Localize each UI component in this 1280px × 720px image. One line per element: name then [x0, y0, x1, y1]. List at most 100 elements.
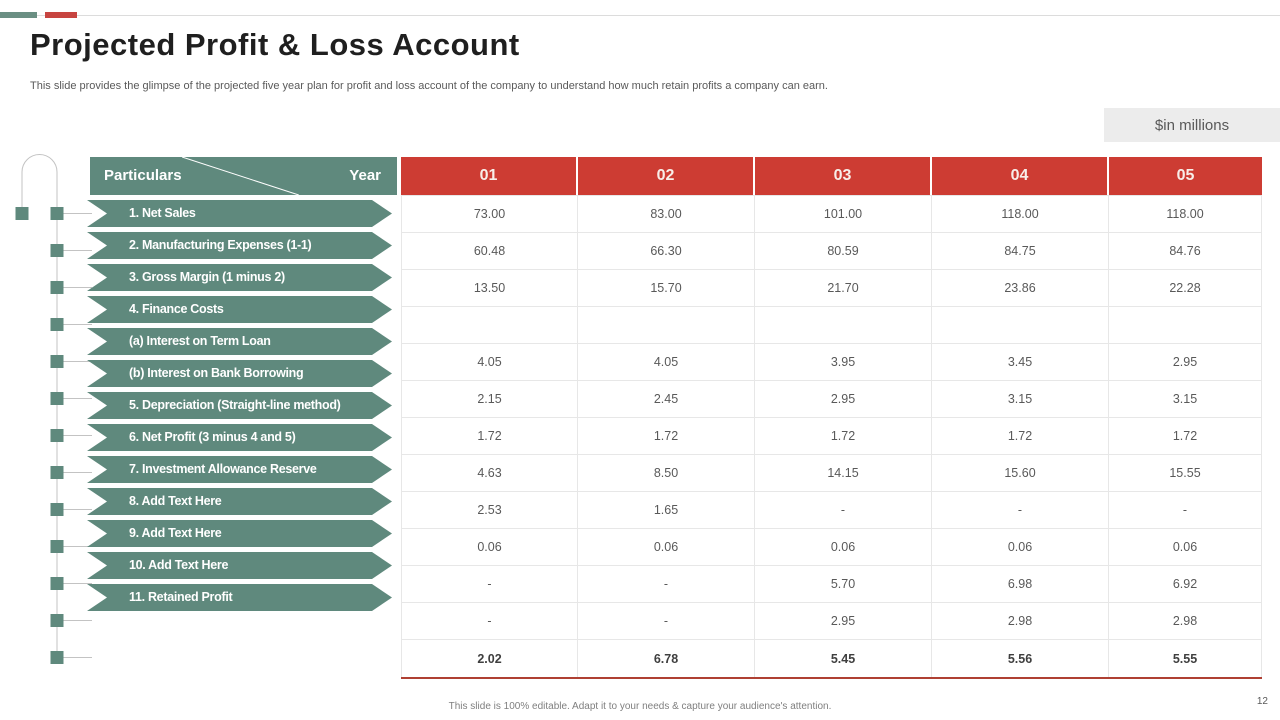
connector-square [50, 577, 64, 590]
connector-square [50, 355, 64, 368]
table-cell: 5.55 [1109, 640, 1262, 677]
rail-squares [50, 207, 64, 664]
table-row [401, 307, 1262, 344]
connector-rail [15, 154, 92, 664]
year-column-header: 01 [401, 157, 578, 195]
connector-square [50, 244, 64, 257]
row-label-arrow: 11. Retained Profit [87, 584, 392, 611]
table-cell: 15.55 [1109, 455, 1262, 491]
table-cell: - [401, 566, 578, 602]
connector-square [50, 207, 64, 220]
table-row: 13.50 15.70 21.70 23.86 22.28 [401, 270, 1262, 307]
table-cell: - [755, 492, 932, 528]
table-body: 73.00 83.00 101.00 118.00 118.00 60.48 66.30 80… [401, 195, 1262, 679]
table-cell: 80.59 [755, 233, 932, 269]
table-cell: 15.60 [932, 455, 1109, 491]
table-row: 73.00 83.00 101.00 118.00 118.00 [401, 196, 1262, 233]
table-cell: 13.50 [401, 270, 578, 306]
accent-dash-green [0, 12, 37, 18]
connector-square [50, 466, 64, 479]
year-column-header: 02 [578, 157, 755, 195]
table-cell: 73.00 [401, 196, 578, 232]
row-label-arrow: 8. Add Text Here [87, 488, 392, 515]
table-cell: 4.05 [401, 344, 578, 380]
units-badge: $in millions [1104, 108, 1280, 142]
table-row: - -5.70 6.98 6.92 [401, 566, 1262, 603]
year-column-header: 04 [932, 157, 1109, 195]
table-cell: 2.95 [1109, 344, 1262, 380]
table-cell: 66.30 [578, 233, 755, 269]
table-cell: 22.28 [1109, 270, 1262, 306]
table-cell: 1.72 [401, 418, 578, 454]
table-cell [755, 307, 932, 343]
table-cell: 3.15 [932, 381, 1109, 417]
connector-square [50, 318, 64, 331]
table-cell: 6.78 [578, 640, 755, 677]
rail-start-square [15, 207, 29, 220]
row-label-arrow: 3. Gross Margin (1 minus 2) [87, 264, 392, 291]
table-row: 4.05 4.05 3.95 3.45 2.95 [401, 344, 1262, 381]
table-corner-header: Particulars Year [90, 157, 397, 195]
table-row: 4.63 8.50 14.15 15.60 15.55 [401, 455, 1262, 492]
table-cell: - [1109, 492, 1262, 528]
year-column-header: 03 [755, 157, 932, 195]
table-cell: 3.95 [755, 344, 932, 380]
table-cell: - [578, 603, 755, 639]
table-cell: 2.98 [932, 603, 1109, 639]
table-cell: 6.92 [1109, 566, 1262, 602]
table-cell: 5.56 [932, 640, 1109, 677]
connector-square [50, 281, 64, 294]
row-label-arrow: 4. Finance Costs [87, 296, 392, 323]
table-cell: 84.75 [932, 233, 1109, 269]
table-cell: 83.00 [578, 196, 755, 232]
year-column-header: 05 [1109, 157, 1262, 195]
table-cell [932, 307, 1109, 343]
table-cell: 0.06 [1109, 529, 1262, 565]
table-cell: 15.70 [578, 270, 755, 306]
table-cell: 8.50 [578, 455, 755, 491]
top-divider-line [0, 15, 1280, 16]
table-cell: 118.00 [1109, 196, 1262, 232]
table-row: 2.53 1.65- - - [401, 492, 1262, 529]
table-cell: 1.72 [755, 418, 932, 454]
rail-arch-line [21, 154, 58, 658]
table-cell [578, 307, 755, 343]
table-cell: 2.95 [755, 381, 932, 417]
table-cell: 3.45 [932, 344, 1109, 380]
row-label-arrow: 7. Investment Allowance Reserve [87, 456, 392, 483]
row-label-arrow: 5. Depreciation (Straight-line method) [87, 392, 392, 419]
table-cell: - [401, 603, 578, 639]
table-cell: 1.72 [578, 418, 755, 454]
table-cell: 5.70 [755, 566, 932, 602]
connector-square [50, 429, 64, 442]
table-cell: 21.70 [755, 270, 932, 306]
table-cell: 3.15 [1109, 381, 1262, 417]
row-label-arrow: 9. Add Text Here [87, 520, 392, 547]
table-cell: 4.63 [401, 455, 578, 491]
table-cell: - [578, 566, 755, 602]
table-cell: 23.86 [932, 270, 1109, 306]
row-labels: 1. Net Sales 2. Manufacturing Expenses (1… [87, 195, 392, 616]
table-cell: 0.06 [578, 529, 755, 565]
table-cell: 60.48 [401, 233, 578, 269]
table-cell: 2.45 [578, 381, 755, 417]
row-label-arrow: 6. Net Profit (3 minus 4 and 5) [87, 424, 392, 451]
connector-square [50, 540, 64, 553]
table-cell: 84.76 [1109, 233, 1262, 269]
corner-diagonal-line [90, 157, 397, 195]
table-cell: 1.65 [578, 492, 755, 528]
row-label-arrow: 1. Net Sales [87, 200, 392, 227]
row-label-arrow: (b) Interest on Bank Borrowing [87, 360, 392, 387]
table-row: 0.06 0.06 0.06 0.06 0.06 [401, 529, 1262, 566]
table-row: 2.15 2.45 2.95 3.15 3.15 [401, 381, 1262, 418]
row-label-arrow: 2. Manufacturing Expenses (1-1) [87, 232, 392, 259]
row-label-arrow: 10. Add Text Here [87, 552, 392, 579]
page-number: 12 [1256, 696, 1268, 707]
table-row: 1.72 1.72 1.72 1.72 1.72 [401, 418, 1262, 455]
row-label-arrow: (a) Interest on Term Loan [87, 328, 392, 355]
table-cell: 118.00 [932, 196, 1109, 232]
connector-square [50, 651, 64, 664]
table-cell: 2.98 [1109, 603, 1262, 639]
table-cell: 14.15 [755, 455, 932, 491]
